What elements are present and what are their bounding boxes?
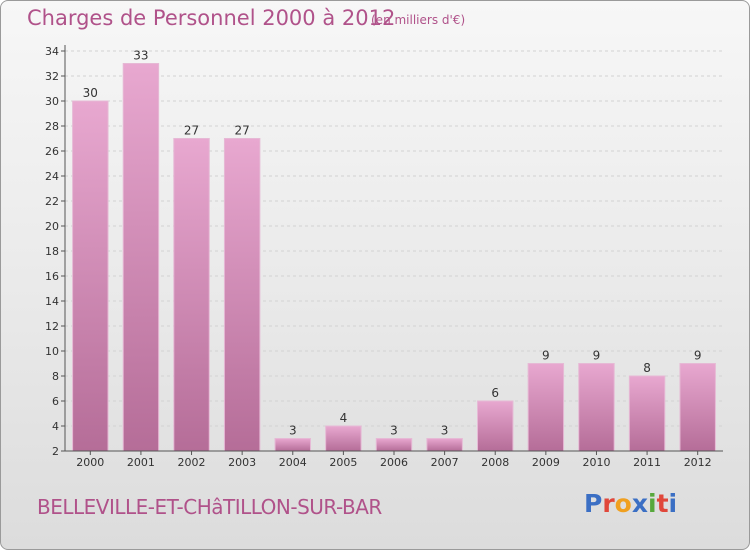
y-tick-label: 6 <box>52 395 59 408</box>
logo-letter: o <box>614 489 632 518</box>
y-tick-label: 14 <box>45 295 59 308</box>
y-tick-label: 28 <box>45 120 59 133</box>
bar-2004 <box>274 438 311 452</box>
bar-value-label: 3 <box>390 424 398 438</box>
bar-value-label: 27 <box>184 124 199 138</box>
logo-letter: i <box>668 489 678 518</box>
y-tick-label: 18 <box>45 245 59 258</box>
bar-2005 <box>325 425 362 452</box>
bar-2001 <box>122 63 160 452</box>
y-tick-label: 2 <box>52 445 59 458</box>
bar-2002 <box>173 138 210 452</box>
x-tick-label: 2010 <box>582 456 610 469</box>
logo-letter: x <box>631 489 648 518</box>
bar-2009 <box>527 363 565 452</box>
bar-value-label: 3 <box>289 424 297 438</box>
logo-letter: i <box>648 489 657 518</box>
bar-value-label: 8 <box>643 361 651 375</box>
x-tick-label: 2009 <box>532 456 560 469</box>
bar-2012 <box>679 363 716 452</box>
bar-2011 <box>628 375 666 452</box>
commune-name: BELLEVILLE-ET-CHâTILLON-SUR-BAR <box>37 495 382 519</box>
logo-letter: P <box>584 489 603 518</box>
y-tick-label: 34 <box>45 45 59 58</box>
bar-value-label: 4 <box>340 411 348 425</box>
chart-subtitle: (en milliers d'€) <box>371 13 466 27</box>
y-tick-label: 8 <box>52 370 59 383</box>
x-tick-label: 2001 <box>127 456 155 469</box>
bar-value-label: 9 <box>694 349 702 363</box>
x-tick-label: 2003 <box>228 456 256 469</box>
x-tick-label: 2006 <box>380 456 408 469</box>
x-tick-label: 2004 <box>279 456 307 469</box>
x-tick-label: 2000 <box>76 456 104 469</box>
y-tick-label: 22 <box>45 195 59 208</box>
y-tick-label: 20 <box>45 220 59 233</box>
x-tick-label: 2012 <box>684 456 712 469</box>
logo-letter: t <box>656 489 669 518</box>
bar-value-label: 27 <box>235 124 250 138</box>
bar-value-label: 3 <box>441 424 449 438</box>
y-tick-label: 30 <box>45 95 59 108</box>
x-tick-label: 2007 <box>431 456 459 469</box>
x-tick-label: 2005 <box>329 456 357 469</box>
bar-value-label: 9 <box>542 349 550 363</box>
bar-value-label: 30 <box>83 86 98 100</box>
x-tick-label: 2011 <box>633 456 661 469</box>
x-tick-label: 2008 <box>481 456 509 469</box>
y-tick-label: 24 <box>45 170 59 183</box>
x-tick-label: 2002 <box>178 456 206 469</box>
bar-value-label: 33 <box>133 49 148 63</box>
y-tick-label: 10 <box>45 345 59 358</box>
y-tick-label: 26 <box>45 145 59 158</box>
bar-value-label: 9 <box>593 349 601 363</box>
bar-value-label: 6 <box>491 386 499 400</box>
bar-2006 <box>375 438 413 452</box>
proxiti-logo[interactable]: Proxiti <box>584 489 677 518</box>
y-tick-label: 12 <box>45 320 59 333</box>
chart-title: Charges de Personnel 2000 à 2012 <box>27 6 396 30</box>
bar-2010 <box>578 363 615 452</box>
bar-2007 <box>426 438 463 452</box>
bar-2008 <box>477 400 514 452</box>
bar-2000 <box>72 100 109 452</box>
y-tick-label: 4 <box>52 420 59 433</box>
logo-letter: r <box>602 489 615 518</box>
bar-2003 <box>223 138 261 452</box>
y-tick-label: 32 <box>45 70 59 83</box>
y-tick-label: 16 <box>45 270 59 283</box>
